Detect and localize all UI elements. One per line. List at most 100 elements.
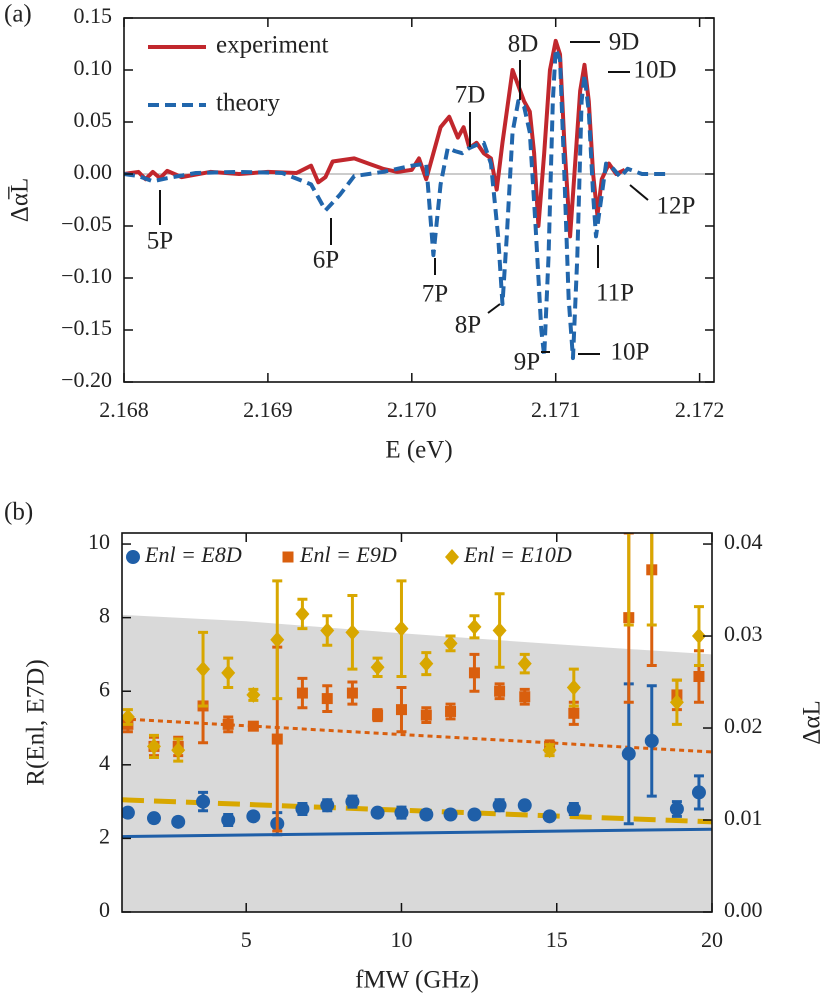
- x-axis-label: E (eV): [385, 437, 452, 464]
- x-tick-label: 2.168: [99, 397, 149, 422]
- marker: [394, 620, 409, 637]
- marker: [247, 720, 259, 732]
- marker: [321, 693, 333, 705]
- y2-tick-label: 0.02: [724, 713, 763, 738]
- marker: [419, 807, 434, 822]
- marker: [542, 742, 557, 759]
- legend-marker: [126, 550, 140, 564]
- marker: [221, 813, 236, 828]
- shaded-area: [122, 614, 712, 912]
- legend-label: Enl = E10D: [463, 542, 572, 567]
- axes-frame: [123, 17, 715, 383]
- y-tick-label: −0.15: [61, 315, 112, 340]
- marker: [221, 664, 236, 681]
- marker: [171, 814, 186, 829]
- annotation: 10D: [633, 57, 676, 84]
- y2-tick-label: 0.03: [724, 621, 763, 646]
- marker: [270, 631, 285, 648]
- fit-line: [122, 797, 712, 825]
- x-tick-label: 15: [546, 927, 568, 952]
- axes-frame: [121, 532, 713, 913]
- marker: [669, 801, 684, 816]
- marker: [222, 718, 234, 730]
- marker: [468, 667, 480, 679]
- marker: [467, 807, 482, 822]
- marker: [492, 622, 507, 639]
- marker: [519, 691, 531, 703]
- annotation: 8D: [508, 31, 539, 58]
- marker: [645, 507, 659, 523]
- marker: [346, 687, 358, 699]
- marker: [445, 705, 457, 717]
- legend-marker: [282, 551, 294, 563]
- annotation: 12P: [657, 193, 696, 220]
- y-tick-label: 0.10: [74, 55, 113, 80]
- y-axis-label: Δα̅L: [7, 178, 34, 222]
- marker: [621, 746, 636, 761]
- x-tick-label: 2.172: [675, 397, 725, 422]
- marker: [443, 807, 458, 822]
- legend-label: Enl = E9D: [299, 542, 397, 567]
- y-tick-label: 0.15: [74, 3, 113, 28]
- annotation: 7P: [422, 281, 448, 308]
- marker: [146, 811, 161, 826]
- y2-tick-label: 0.04: [724, 529, 763, 554]
- marker: [443, 635, 458, 652]
- marker: [622, 507, 636, 523]
- marker: [691, 628, 706, 645]
- y-tick-label: 4: [99, 750, 110, 775]
- marker: [669, 694, 684, 711]
- marker: [171, 742, 186, 759]
- annotation: 6P: [313, 247, 339, 274]
- x-tick-label: 2.169: [243, 397, 293, 422]
- y2-axis-label: ΔαL: [799, 700, 826, 744]
- marker: [693, 671, 705, 683]
- marker: [370, 805, 385, 820]
- panel-label: (a): [4, 1, 32, 28]
- marker: [644, 733, 659, 748]
- x-tick-label: 2.171: [531, 397, 581, 422]
- x-tick-label: 20: [701, 927, 723, 952]
- y-tick-label: −0.05: [61, 211, 112, 236]
- x-axis-label: fMW (GHz): [355, 967, 479, 994]
- annotation: 9D: [609, 29, 640, 56]
- annotation: 5P: [147, 228, 173, 255]
- marker: [394, 805, 409, 820]
- marker: [271, 733, 283, 745]
- marker: [420, 709, 432, 721]
- marker: [295, 801, 310, 816]
- y2-tick-label: 0.01: [724, 805, 763, 830]
- annotation: 10P: [611, 339, 650, 366]
- marker: [691, 785, 706, 800]
- y-tick-label: 0.00: [74, 159, 113, 184]
- marker: [246, 809, 261, 824]
- marker: [492, 798, 507, 813]
- error-bar: [623, 533, 634, 627]
- y-tick-label: 8: [99, 603, 110, 628]
- marker: [568, 707, 580, 719]
- fit-line: [122, 827, 712, 839]
- x-tick-label: 2.170: [387, 397, 437, 422]
- y-tick-label: 10: [88, 529, 110, 554]
- x-tick-label: 10: [390, 927, 412, 952]
- marker: [467, 618, 482, 635]
- legend-label: Enl = E8D: [144, 542, 242, 567]
- marker: [122, 805, 135, 820]
- marker: [517, 798, 532, 813]
- y-tick-label: 6: [99, 676, 110, 701]
- marker: [345, 794, 360, 809]
- y-tick-label: −0.10: [61, 263, 112, 288]
- marker: [395, 704, 407, 716]
- marker: [122, 708, 135, 725]
- y-tick-label: −0.20: [61, 367, 112, 392]
- panel-label: (b): [4, 499, 33, 526]
- marker: [419, 655, 434, 672]
- y-tick-label: 2: [99, 823, 110, 848]
- error-bar: [646, 533, 657, 627]
- legend-label: theory: [216, 90, 280, 117]
- marker: [295, 605, 310, 622]
- marker: [566, 801, 581, 816]
- plot-area: [122, 507, 712, 912]
- marker: [146, 738, 161, 755]
